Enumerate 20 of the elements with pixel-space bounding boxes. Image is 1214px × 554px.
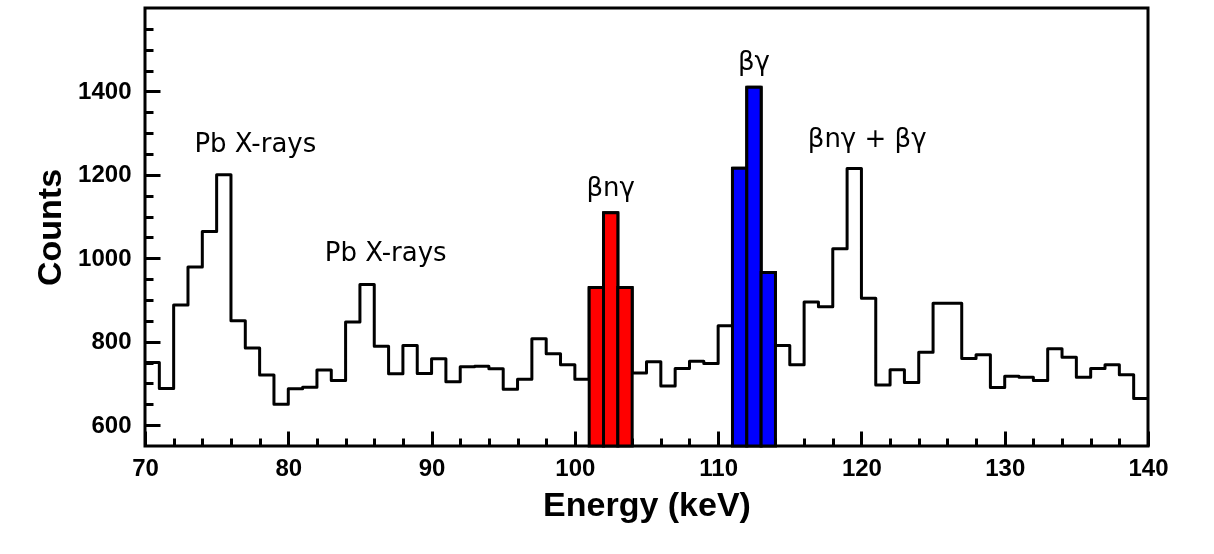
x-axis-title: Energy (keV)	[543, 484, 751, 523]
y-tick-label: 1400	[78, 76, 132, 104]
x-tick-label: 110	[699, 453, 738, 481]
y-tick-label: 600	[91, 410, 132, 438]
x-tick-label: 90	[418, 453, 446, 481]
x-tick-label: 80	[275, 453, 303, 481]
x-tick-label: 140	[1128, 453, 1169, 481]
annotation: βnγ	[586, 171, 635, 202]
x-tick-label: 70	[132, 453, 159, 481]
y-tick-label: 1000	[78, 243, 132, 271]
x-tick-label: 130	[985, 453, 1026, 481]
annotation: βnγ + βγ	[807, 123, 927, 154]
annotation: Pb X-rays	[324, 237, 447, 268]
x-tick-label: 100	[555, 453, 596, 481]
y-tick-label: 1200	[78, 160, 132, 188]
x-tick-label: 120	[841, 453, 882, 481]
y-tick-label: 800	[91, 327, 132, 355]
annotation: Pb X-rays	[194, 127, 317, 158]
annotation: βγ	[737, 46, 770, 77]
y-axis-title: Counts	[30, 168, 69, 287]
